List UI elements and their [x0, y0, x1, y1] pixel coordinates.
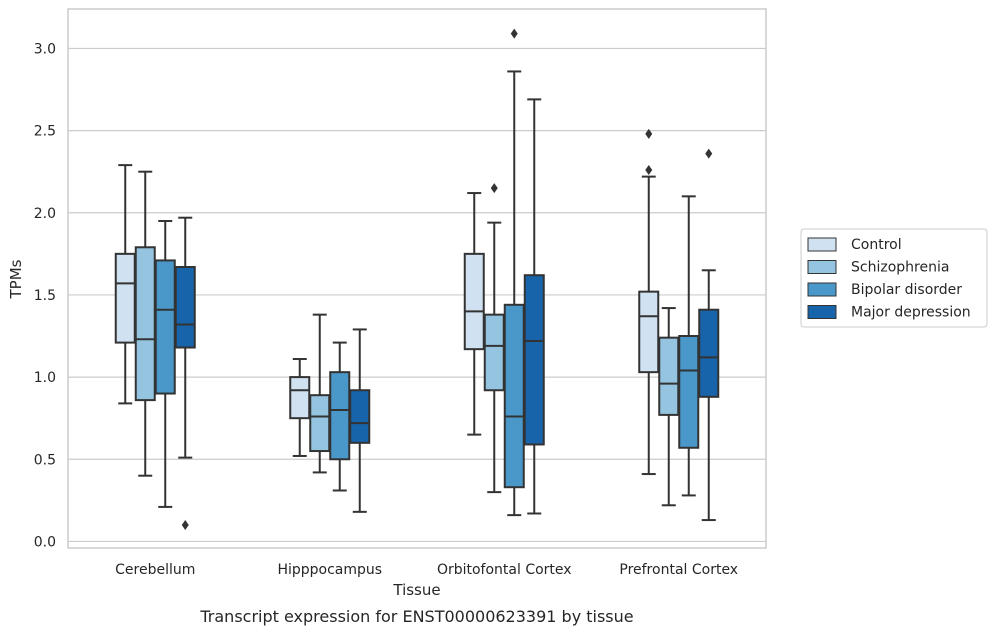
box-iqr	[329, 371, 351, 461]
x-tick-label: Prefrontal Cortex	[619, 562, 738, 578]
legend: Control Schizophrenia Bipolar disorder Majo…	[800, 228, 988, 328]
box-2-0	[463, 192, 485, 436]
box-3-2	[678, 195, 700, 497]
box-2-1	[483, 183, 505, 494]
box-iqr	[698, 308, 720, 398]
box-1-1	[309, 313, 331, 474]
outlier-marker	[705, 148, 713, 159]
y-tick-label: 1.5	[34, 288, 56, 304]
legend-label: Control	[851, 237, 902, 253]
box-iqr	[678, 335, 700, 449]
legend-item: Control	[807, 237, 902, 253]
box-1-2	[329, 341, 351, 492]
y-tick-label: 3.0	[34, 41, 56, 57]
box-1-0	[289, 358, 311, 457]
outlier-marker	[645, 165, 653, 176]
box-0-2	[154, 219, 176, 508]
legend-swatch	[807, 260, 837, 274]
outlier-marker	[490, 183, 498, 194]
legend-item: Major depression	[807, 305, 971, 321]
y-tick-label: 2.5	[34, 124, 56, 140]
chart-caption: Transcript expression for ENST0000062339…	[199, 607, 633, 626]
box-iqr	[638, 290, 660, 374]
x-axis-label: Tissue	[392, 581, 440, 599]
box-iqr	[349, 389, 371, 444]
legend-label: Bipolar disorder	[851, 282, 962, 298]
legend-label: Major depression	[851, 305, 971, 321]
legend-swatch	[807, 237, 837, 252]
legend-swatch	[807, 305, 837, 319]
box-3-0	[638, 128, 660, 476]
box-iqr	[483, 313, 505, 392]
box-2-2	[503, 28, 525, 517]
box-iqr	[289, 376, 311, 420]
x-axis-ticks: Cerebellum Hipppocampus Orbitofontal Corte…	[115, 562, 738, 578]
box-3-3	[698, 148, 720, 522]
box-iqr	[114, 252, 136, 344]
box-iqr	[174, 265, 196, 349]
y-axis-ticks: 0.0 0.5 1.0 1.5 2.0 2.5 3.0	[34, 41, 56, 550]
box-iqr	[523, 274, 545, 446]
box-iqr	[134, 246, 156, 402]
outlier-marker	[510, 28, 518, 39]
box-2-3	[523, 98, 545, 515]
legend-label: Schizophrenia	[851, 260, 949, 276]
outlier-marker	[181, 519, 189, 530]
x-tick-label: Orbitofontal Cortex	[437, 562, 572, 578]
plot-area-frame	[67, 8, 767, 549]
box-iqr	[658, 336, 680, 416]
box-0-0	[114, 164, 136, 405]
legend-item: Bipolar disorder	[807, 282, 962, 298]
y-tick-label: 2.0	[34, 206, 56, 222]
y-tick-label: 0.0	[34, 534, 56, 550]
legend-item: Schizophrenia	[807, 260, 949, 276]
box-series-layer	[114, 28, 720, 530]
box-1-3	[349, 328, 371, 513]
y-tick-label: 1.0	[34, 370, 56, 386]
box-0-3	[174, 216, 196, 530]
y-axis-label: TPMs	[7, 259, 25, 299]
box-iqr	[503, 303, 525, 489]
x-tick-label: Cerebellum	[115, 562, 195, 578]
legend-frame	[800, 228, 988, 328]
box-3-1	[658, 307, 680, 507]
outlier-marker	[645, 128, 653, 139]
y-tick-label: 0.5	[34, 452, 56, 468]
box-iqr	[154, 259, 176, 395]
x-tick-label: Hipppocampus	[277, 562, 382, 578]
box-iqr	[309, 394, 331, 453]
box-0-1	[134, 170, 156, 477]
legend-swatch	[807, 282, 837, 297]
box-iqr	[463, 252, 485, 351]
